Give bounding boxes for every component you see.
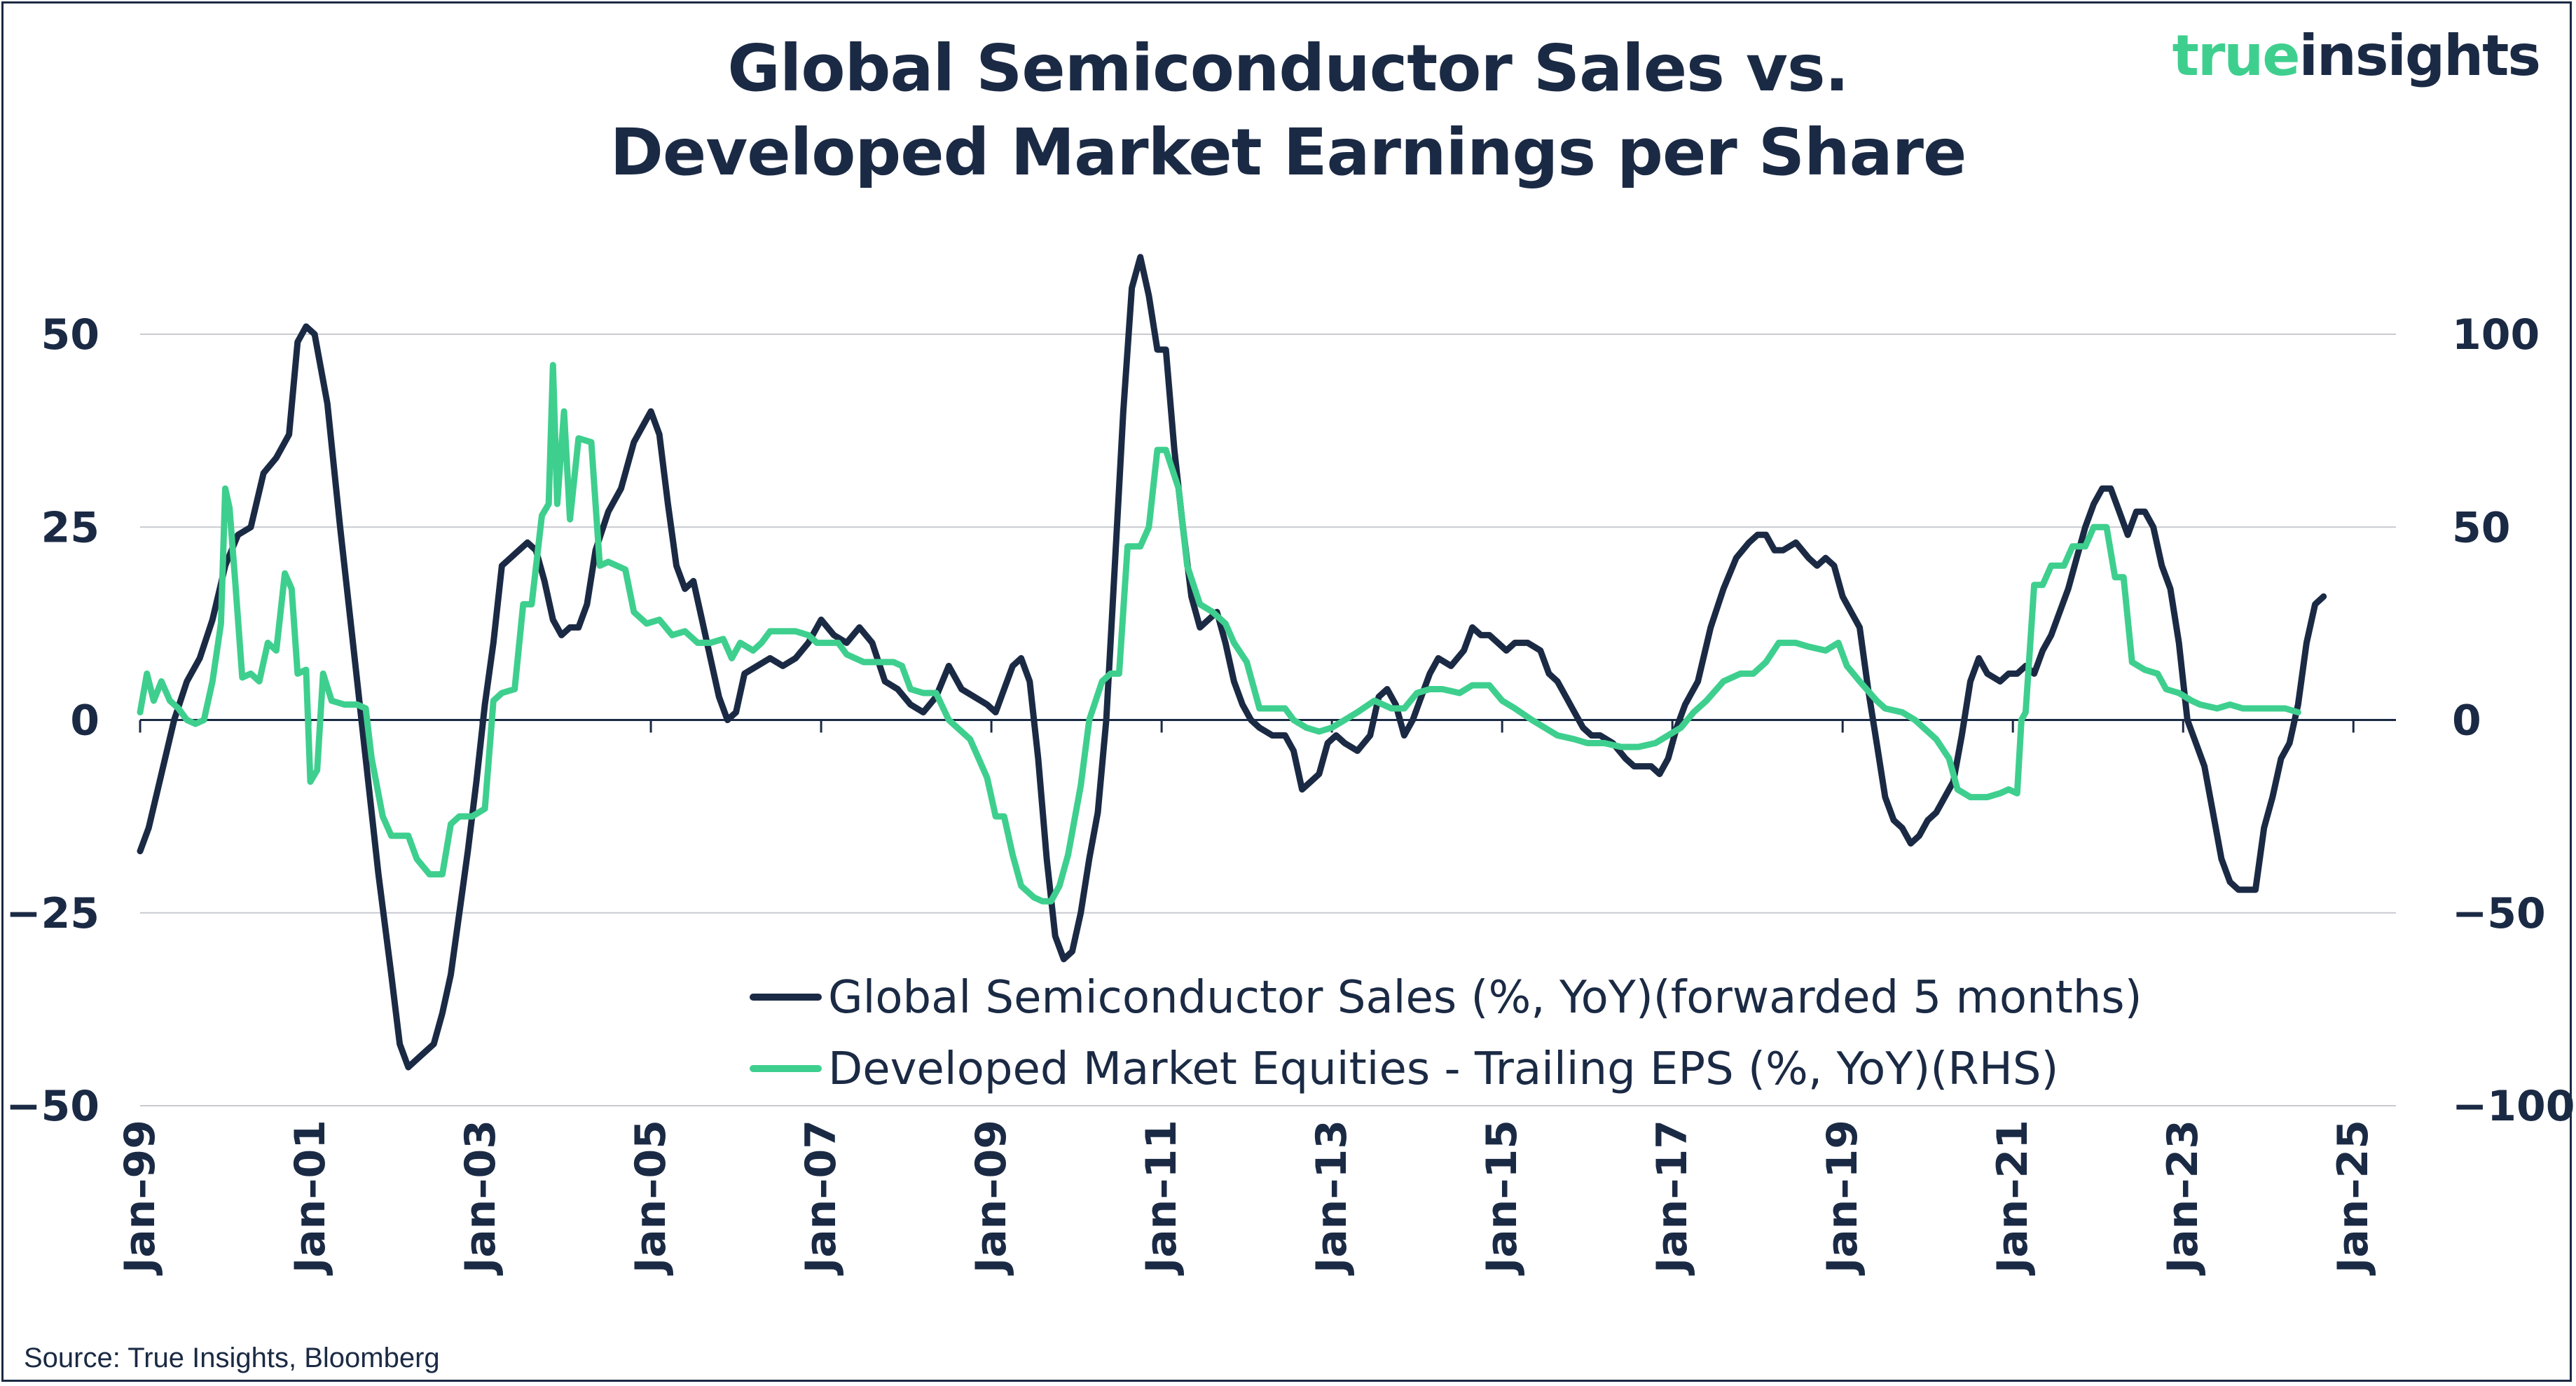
series-lines: [137, 254, 2327, 1071]
legend: Global Semiconductor Sales (%, YoY)(forw…: [750, 972, 2142, 1095]
brand-logo: trueinsights: [2172, 28, 2541, 84]
axes: −50 −100 −25 −50 0 0 25 50 50 100 Jan–99 Jan–01 Jan–…: [6, 310, 2575, 1276]
x-tick-label: Jan–99: [116, 1120, 165, 1276]
x-tick-label: Jan–17: [1648, 1120, 1697, 1276]
brand-word-true: true: [2172, 23, 2301, 88]
x-tick-label: Jan–19: [1818, 1120, 1867, 1276]
y-left-tick-label: −50: [6, 1082, 99, 1131]
y-right-tick-label: −100: [2452, 1082, 2575, 1131]
y-left-tick-label: 25: [41, 503, 100, 552]
x-tick-label: Jan–21: [1988, 1120, 2037, 1276]
x-tick-label: Jan–07: [797, 1120, 846, 1276]
y-left-tick-label: 0: [70, 697, 99, 746]
y-left-tick-label: −25: [6, 889, 99, 938]
brand-word-insights: insights: [2299, 23, 2541, 88]
y-right-tick-label: 50: [2452, 503, 2511, 552]
x-tick-label: Jan–13: [1307, 1120, 1356, 1276]
gridlines: [140, 334, 2396, 1106]
x-tick-label: Jan–11: [1137, 1120, 1186, 1276]
x-tick-label: Jan–05: [626, 1120, 675, 1276]
series-line-dm-trailing-eps: [137, 362, 2301, 905]
source-note: Source: True Insights, Bloomberg: [24, 1343, 440, 1373]
series-line-semiconductor-sales: [137, 254, 2327, 1071]
x-tick-label: Jan–25: [2329, 1120, 2378, 1276]
y-right-tick-label: −50: [2452, 889, 2546, 938]
x-tick-label: Jan–09: [967, 1120, 1016, 1276]
x-tick-label: Jan–03: [456, 1120, 505, 1276]
x-tick-label: Jan–23: [2158, 1120, 2207, 1276]
y-left-tick-label: 50: [41, 310, 100, 359]
legend-entry-label: Global Semiconductor Sales (%, YoY)(forw…: [828, 972, 2142, 1024]
y-right-tick-label: 0: [2452, 697, 2481, 746]
x-tick-label: Jan–01: [286, 1120, 335, 1276]
legend-entry-label: Developed Market Equities - Trailing EPS…: [828, 1043, 2058, 1095]
chart-title-line-1: Global Semiconductor Sales vs.: [727, 31, 1849, 106]
y-right-tick-label: 100: [2452, 310, 2540, 359]
chart-title-line-2: Developed Market Earnings per Share: [609, 115, 1967, 190]
x-tick-label: Jan–15: [1478, 1120, 1527, 1276]
